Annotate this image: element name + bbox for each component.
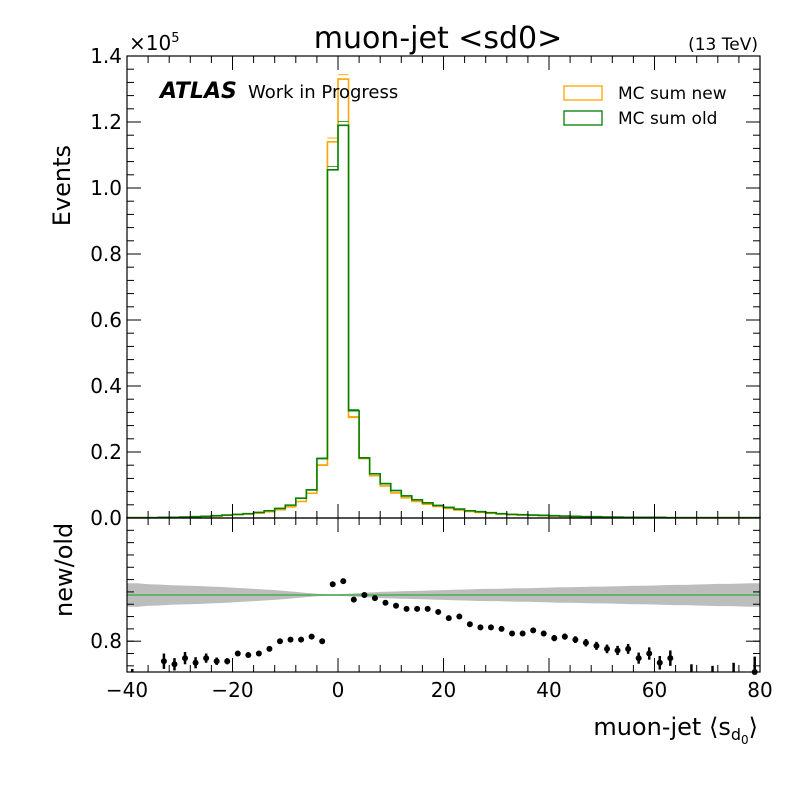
ratio-point [255, 650, 262, 657]
ratio-point [477, 624, 484, 631]
upper-ticks: 0.0 0.2 0.4 0.6 0.8 1.0 1.2 1.4 [90, 44, 761, 530]
ratio-point [604, 645, 611, 652]
ratio-point [403, 605, 410, 612]
ratio-point [466, 621, 473, 628]
ratio-point [614, 647, 621, 654]
ratio-point [435, 608, 442, 615]
ratio-point [350, 596, 357, 603]
ratio-point [582, 639, 589, 646]
y-tick-label: 0.6 [90, 308, 122, 332]
x-tick-label: 0 [332, 678, 345, 702]
exponent-label: ×105 [129, 31, 180, 55]
ratio-point [361, 592, 368, 598]
upper-plot-area [126, 74, 761, 519]
ratio-point [646, 650, 653, 657]
ratio-point [498, 625, 505, 632]
ratio-point [245, 652, 252, 659]
atlas-label: ATLAS [158, 79, 237, 104]
y-tick-label: 0.0 [90, 506, 122, 530]
ratio-point [266, 645, 273, 652]
ratio-point [519, 630, 526, 637]
histogram-series-mc-old [126, 124, 761, 519]
ratio-point [561, 633, 568, 640]
ratio-point [371, 595, 378, 602]
ratio-y-tick-label: 0.8 [90, 629, 122, 653]
ratio-point [192, 659, 199, 666]
ratio-point [625, 645, 632, 652]
ratio-point [509, 630, 516, 637]
ratio-point [382, 599, 389, 606]
ratio-point [213, 658, 220, 665]
legend: MC sum new MC sum old [563, 84, 727, 129]
ratio-point [329, 581, 336, 588]
ratio-point [456, 613, 463, 620]
ratio-point [319, 638, 326, 645]
ratio-point [667, 655, 674, 662]
ratio-point [445, 615, 452, 622]
histogram-uncert-mc-new [127, 74, 760, 519]
x-axis-title: muon-jet ⟨sd0⟩ [593, 713, 758, 747]
lower-panel: 0.8 −40 −20 0 20 40 60 80 new/old muon-jet ⟨sd0… [50, 517, 773, 747]
y-tick-label: 1.0 [90, 176, 122, 200]
ratio-point [393, 602, 400, 609]
ratio-point [298, 636, 305, 643]
y-tick-label: 0.2 [90, 440, 122, 464]
ratio-point [424, 605, 431, 612]
legend-label-new: MC sum new [618, 84, 727, 104]
work-in-progress-label: Work in Progress [248, 82, 398, 103]
ratio-point [340, 578, 347, 585]
ratio-point [487, 624, 494, 631]
ratio-point [234, 650, 241, 657]
histogram-uncert-mc-old [127, 120, 760, 519]
ratio-point [224, 658, 231, 665]
legend-label-old: MC sum old [618, 109, 717, 129]
upper-panel: 0.00.20.40.60.81.01.21.4 muon-jet <sd0> … [48, 21, 761, 530]
y-tick-label: 1.2 [90, 110, 122, 134]
histogram-series-mc-new [126, 78, 761, 519]
x-tick-label: 80 [747, 678, 772, 702]
ratio-point [171, 661, 178, 668]
ratio-point [656, 659, 663, 666]
lower-ticks: 0.8 −40 −20 0 20 40 60 80 [90, 518, 773, 702]
legend-swatch-old [563, 110, 603, 126]
y-tick-label: 0.4 [90, 374, 122, 398]
ratio-point [276, 638, 283, 645]
legend-swatch-new [563, 85, 603, 101]
y-tick-label: 0.8 [90, 242, 122, 266]
x-tick-label: 20 [431, 678, 456, 702]
x-tick-label: 60 [642, 678, 667, 702]
x-tick-label: 40 [536, 678, 561, 702]
ratio-point [540, 630, 547, 637]
ratio-point [287, 636, 294, 643]
y-axis-title-events: Events [48, 145, 76, 226]
ratio-point [572, 636, 579, 643]
ratio-point [593, 642, 600, 649]
energy-label: (13 TeV) [688, 35, 758, 55]
ratio-point [308, 633, 315, 640]
x-tick-label: −40 [106, 678, 148, 702]
ratio-point [414, 605, 421, 612]
x-tick-label: −20 [211, 678, 253, 702]
ratio-point [203, 655, 210, 662]
ratio-point [635, 655, 642, 662]
ratio-point [551, 635, 558, 642]
ratio-point [182, 655, 189, 662]
ratio-point [160, 658, 167, 665]
ratio-plot-area [127, 578, 760, 675]
y-tick-label: 1.4 [90, 44, 122, 68]
chart-title: muon-jet <sd0> [314, 21, 563, 56]
ratio-point [530, 627, 537, 634]
y-axis-title-ratio: new/old [50, 523, 78, 617]
